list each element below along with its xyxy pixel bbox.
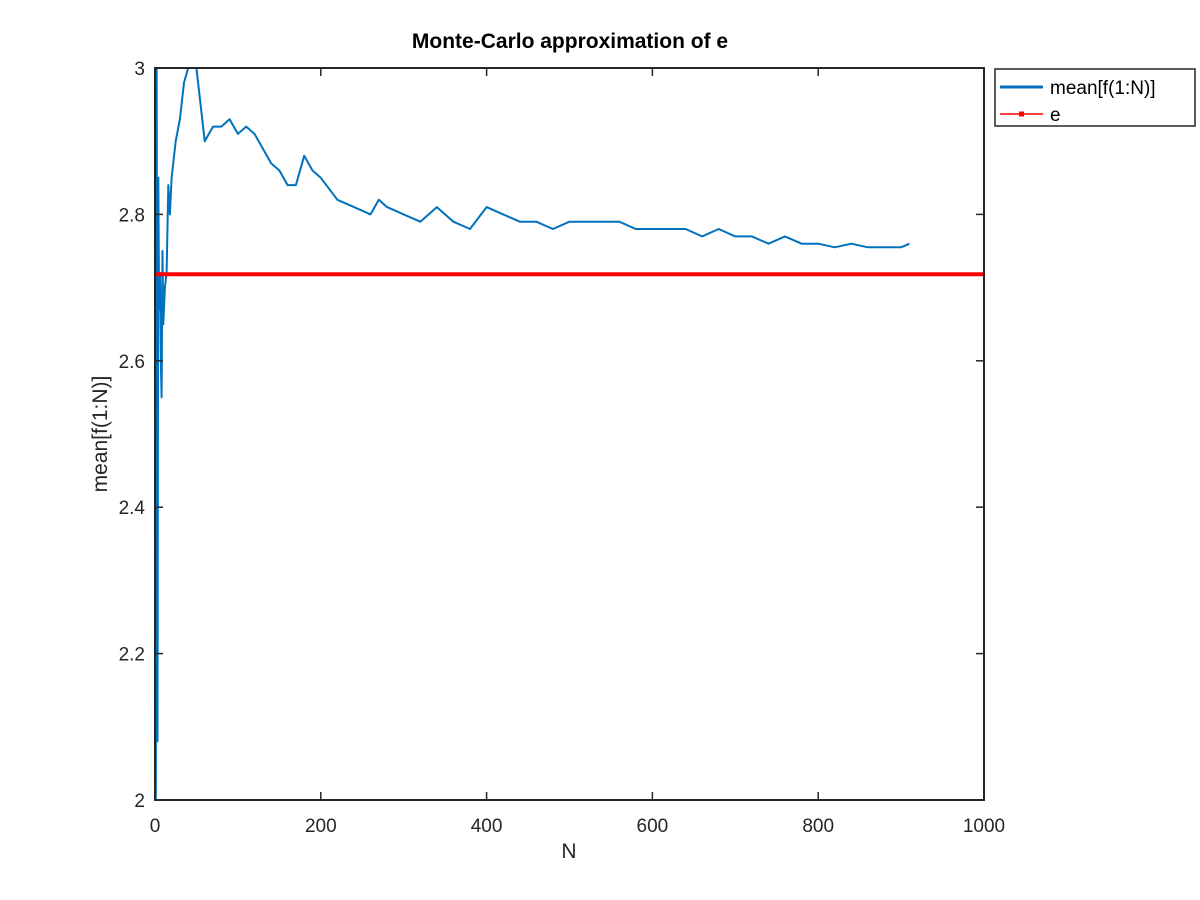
series-line-0	[155, 68, 910, 800]
y-tick-label: 2.2	[119, 645, 145, 666]
y-tick-label: 2	[134, 791, 145, 812]
plot-area: 0 200 400 600 800 1000 2 2.2 2.4 2.6 2.8 3	[119, 59, 1006, 837]
plot-background	[155, 68, 984, 800]
ticks-layer: 0 200 400 600 800 1000 2 2.2 2.4 2.6 2.8 3	[119, 59, 1006, 837]
x-tick-label: 600	[637, 816, 669, 837]
legend-label-1: e	[1050, 105, 1061, 126]
legend-box	[994, 68, 1196, 127]
x-tick-label: 0	[150, 816, 161, 837]
x-tick-label: 1000	[963, 816, 1005, 837]
legend-label-0: mean[f(1:N)]	[1050, 78, 1156, 99]
legend: mean[f(1:N)] e	[994, 68, 1196, 127]
y-tick-label: 2.8	[119, 205, 145, 226]
chart-title: Monte-Carlo approximation of e	[412, 30, 728, 53]
x-axis-label: N	[561, 840, 576, 863]
y-tick-label: 2.4	[119, 498, 146, 519]
x-tick-label: 800	[802, 816, 834, 837]
y-tick-label: 2.6	[119, 352, 145, 373]
series-layer	[155, 68, 984, 800]
x-tick-label: 200	[305, 816, 337, 837]
x-tick-label: 400	[471, 816, 503, 837]
legend-marker	[1019, 111, 1024, 117]
y-tick-label: 3	[134, 59, 145, 80]
y-axis-label: mean[f(1:N)]	[89, 376, 112, 493]
plot-frame	[154, 67, 985, 801]
legend-entries: mean[f(1:N)] e	[1000, 78, 1156, 126]
